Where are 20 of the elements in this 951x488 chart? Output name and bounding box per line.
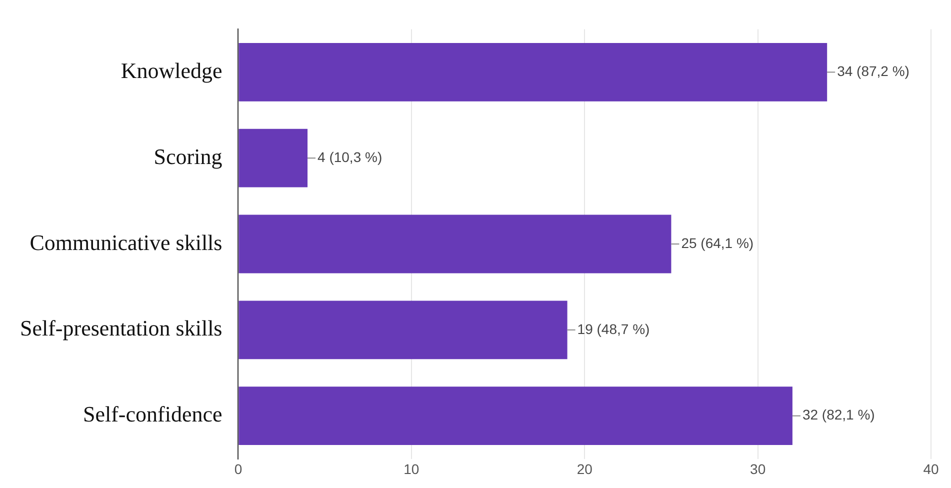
- y-tick-label: Communicative skills: [30, 230, 222, 255]
- y-tick-label: Self-confidence: [82, 402, 222, 427]
- data-label: 19 (48,7 %): [577, 320, 650, 337]
- bar: [238, 214, 672, 274]
- bar: [238, 386, 792, 446]
- x-tick-label: 20: [576, 461, 593, 478]
- data-label: 34 (87,2 %): [837, 63, 910, 80]
- data-label: 25 (64,1 %): [681, 234, 754, 251]
- bar: [238, 300, 568, 360]
- x-tick-label: 0: [234, 461, 242, 478]
- data-label: 32 (82,1 %): [802, 406, 875, 423]
- y-tick-label: Knowledge: [120, 58, 222, 83]
- y-tick-label: Scoring: [154, 144, 222, 169]
- y-tick-label: Self-presentation skills: [20, 316, 222, 341]
- bar: [238, 128, 308, 188]
- x-tick-label: 30: [750, 461, 766, 478]
- x-tick-label: 40: [923, 461, 939, 478]
- bar: [238, 42, 828, 102]
- data-label: 4 (10,3 %): [318, 148, 382, 165]
- x-tick-label: 10: [404, 461, 420, 478]
